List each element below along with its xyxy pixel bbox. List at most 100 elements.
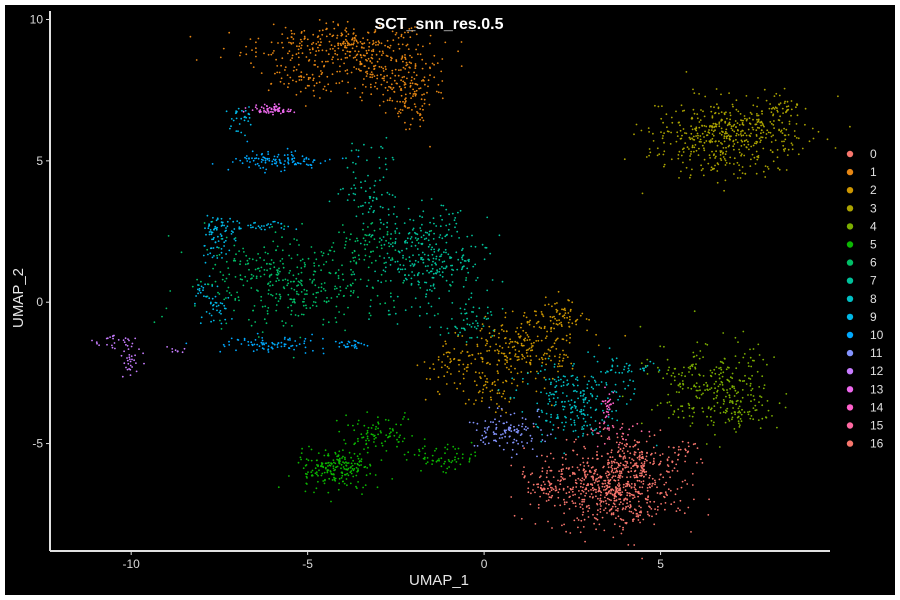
point <box>733 428 736 430</box>
point <box>509 338 511 341</box>
point <box>476 343 479 346</box>
point <box>474 358 477 360</box>
point <box>382 93 385 96</box>
point <box>448 351 451 354</box>
point <box>496 363 499 366</box>
point <box>308 445 310 448</box>
point <box>651 485 653 487</box>
point <box>256 332 259 335</box>
point <box>641 192 644 195</box>
point <box>765 133 768 135</box>
point <box>446 355 449 358</box>
point <box>321 254 324 257</box>
point <box>337 454 340 457</box>
point <box>582 401 585 404</box>
point <box>252 159 255 162</box>
point <box>380 83 383 86</box>
point <box>740 413 743 416</box>
point <box>610 451 613 454</box>
point <box>320 286 323 289</box>
point <box>287 225 290 228</box>
point <box>526 372 529 375</box>
point <box>301 447 303 450</box>
point <box>544 368 546 371</box>
point <box>653 462 655 464</box>
point <box>771 151 774 153</box>
point <box>363 47 365 49</box>
point <box>634 484 636 487</box>
point <box>401 56 404 59</box>
point <box>409 82 412 85</box>
point <box>699 374 701 377</box>
point <box>611 488 614 491</box>
point <box>557 290 560 293</box>
point <box>406 77 408 80</box>
point <box>772 160 775 163</box>
point <box>714 164 716 167</box>
point <box>539 475 542 477</box>
point <box>571 322 574 325</box>
point <box>346 69 349 71</box>
point <box>616 461 618 464</box>
point <box>405 97 407 99</box>
point <box>272 240 275 243</box>
point <box>667 369 670 371</box>
point <box>760 132 762 135</box>
point <box>556 309 559 312</box>
point <box>327 321 330 324</box>
point <box>278 279 280 282</box>
point <box>752 128 755 131</box>
point <box>243 251 245 253</box>
point <box>544 304 546 306</box>
point <box>325 89 328 92</box>
point <box>596 513 599 516</box>
point <box>429 378 432 381</box>
point <box>565 438 568 441</box>
point <box>338 430 341 433</box>
point <box>760 396 763 398</box>
point <box>569 404 571 406</box>
point <box>216 309 218 312</box>
point <box>510 365 512 368</box>
point <box>700 164 702 167</box>
point <box>325 261 328 263</box>
point <box>662 476 665 479</box>
point <box>412 227 415 230</box>
point <box>611 417 614 420</box>
point <box>462 377 465 380</box>
point <box>550 381 552 384</box>
point <box>718 446 721 448</box>
point <box>529 319 531 322</box>
point <box>427 258 430 261</box>
point <box>445 241 448 244</box>
point <box>700 141 702 143</box>
point <box>305 73 308 76</box>
point <box>515 330 517 333</box>
point <box>429 42 431 45</box>
point <box>506 442 509 444</box>
point <box>766 129 769 132</box>
point <box>332 465 335 467</box>
point <box>573 421 576 424</box>
point <box>596 480 599 483</box>
point <box>451 460 454 462</box>
point <box>611 476 614 479</box>
point <box>568 326 571 328</box>
point <box>639 472 641 475</box>
point <box>181 351 184 354</box>
point <box>776 149 779 151</box>
point <box>748 410 751 413</box>
point <box>557 379 560 382</box>
point <box>533 341 535 344</box>
point <box>384 157 387 160</box>
point <box>452 269 455 271</box>
point <box>772 124 775 126</box>
point <box>633 439 636 442</box>
point <box>626 476 628 479</box>
point <box>638 505 641 507</box>
point <box>723 389 725 392</box>
point <box>344 29 347 32</box>
point <box>627 434 629 436</box>
point <box>484 427 486 429</box>
point <box>424 265 427 268</box>
